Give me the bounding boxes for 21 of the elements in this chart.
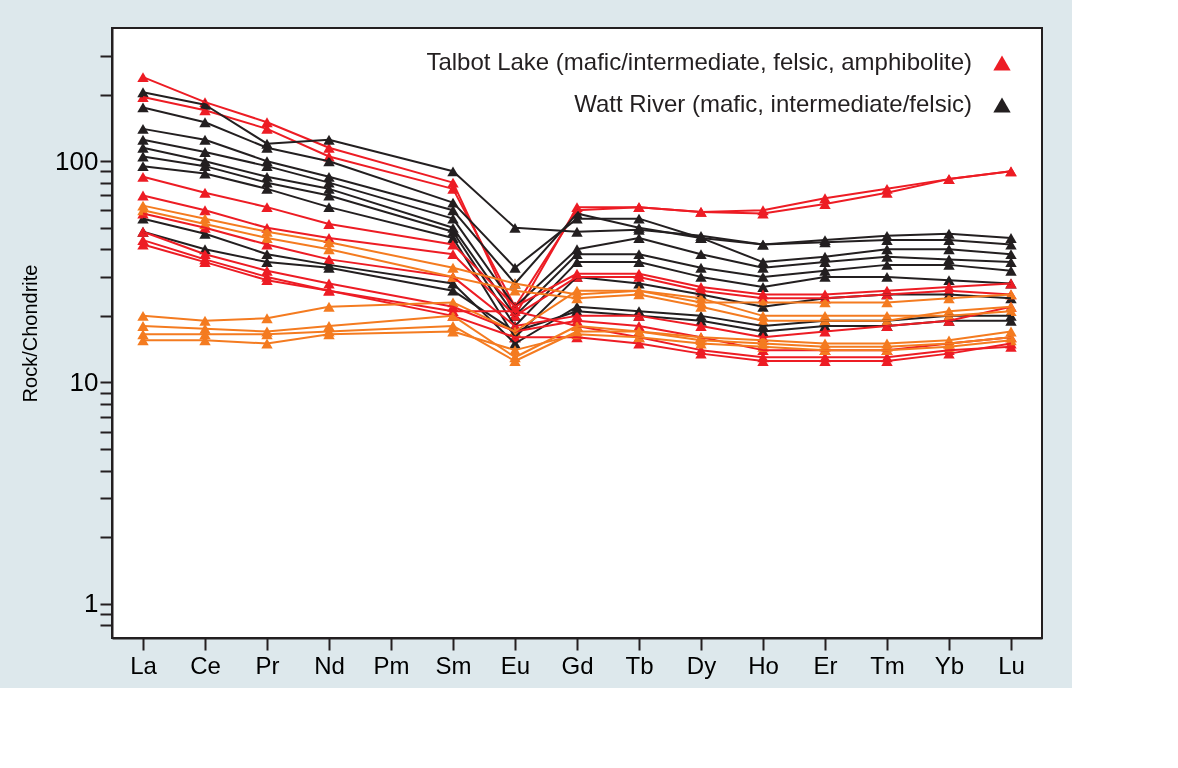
- x-tick-label: Ho: [748, 651, 779, 679]
- x-tick-label: Eu: [500, 651, 531, 679]
- x-tick-label: Tm: [870, 651, 905, 679]
- x-tick-label: Pr: [255, 651, 280, 679]
- x-tick-label: Lu: [998, 651, 1025, 679]
- y-tick-label: 100: [55, 145, 99, 176]
- x-tick-label: Sm: [435, 651, 472, 679]
- legend-label: Watt River (mafic, intermediate/felsic): [574, 90, 972, 117]
- y-tick-label: 10: [69, 366, 99, 397]
- x-tick-label: Tb: [625, 651, 654, 679]
- y-tick-label: 1: [84, 588, 99, 619]
- x-tick-label: La: [130, 651, 158, 679]
- x-tick-label: Pm: [373, 651, 410, 679]
- x-tick-label: Yb: [934, 651, 965, 679]
- x-tick-label: Gd: [561, 651, 594, 679]
- y-axis-title: Rock/Chondrite: [19, 264, 42, 403]
- x-tick-label: Ce: [190, 651, 221, 679]
- x-tick-label: Dy: [686, 651, 717, 679]
- x-tick-label: Er: [813, 651, 838, 679]
- x-tick-label: Nd: [314, 651, 345, 679]
- legend-label: Talbot Lake (mafic/intermediate, felsic, amphibolite): [426, 48, 972, 75]
